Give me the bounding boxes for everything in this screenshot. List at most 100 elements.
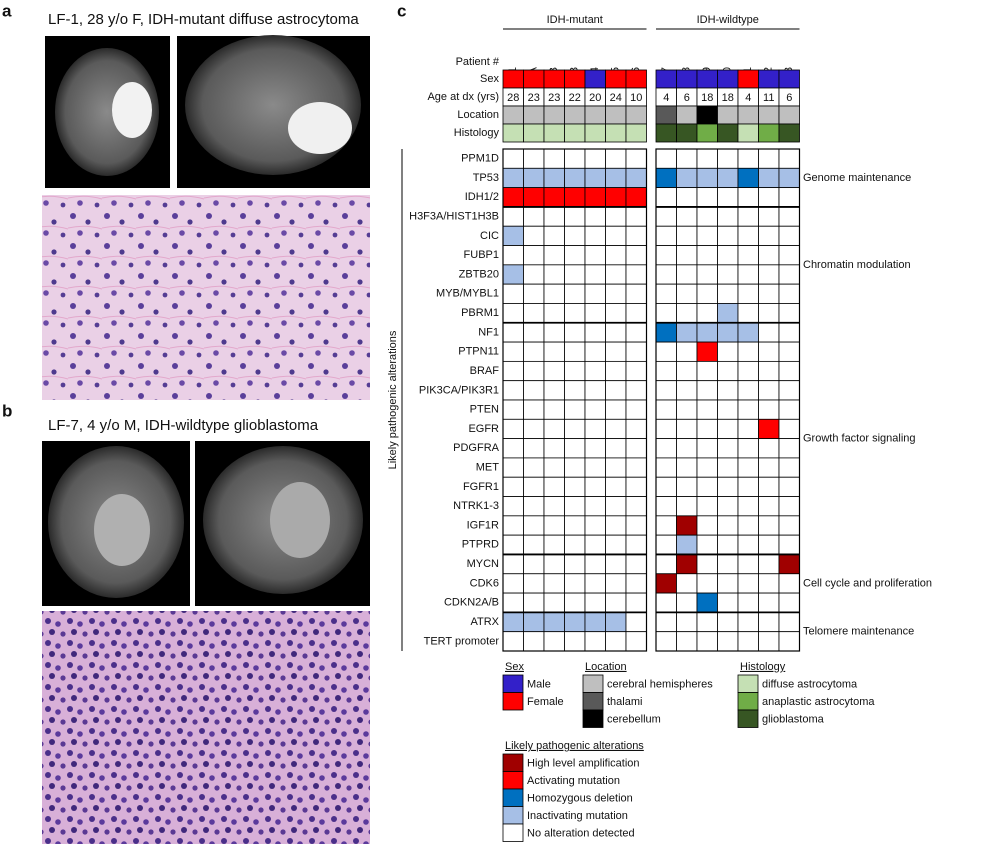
alteration-cell bbox=[676, 341, 698, 362]
alteration-cell bbox=[625, 631, 647, 652]
alteration-cell bbox=[584, 534, 606, 555]
alteration-cell bbox=[758, 167, 780, 189]
alteration-cell bbox=[625, 457, 647, 478]
alteration-cell bbox=[737, 418, 759, 440]
alteration-cell bbox=[737, 476, 759, 497]
alteration-cell bbox=[625, 496, 647, 517]
alteration-cell bbox=[778, 592, 800, 613]
alteration-cell bbox=[502, 380, 524, 401]
legend-label: anaplastic astrocytoma bbox=[762, 696, 875, 708]
alteration-cell bbox=[523, 496, 545, 517]
sex-cell bbox=[655, 69, 677, 89]
gene-label: CDK6 bbox=[470, 577, 499, 589]
histology-cell bbox=[605, 123, 627, 143]
alteration-cell bbox=[655, 515, 677, 536]
alteration-cell bbox=[655, 148, 677, 169]
alteration-cell bbox=[625, 399, 647, 420]
histology-cell bbox=[717, 123, 739, 143]
alteration-cell bbox=[625, 167, 647, 189]
age-value: 22 bbox=[569, 92, 581, 104]
alteration-cell bbox=[696, 322, 718, 343]
location-cell bbox=[584, 105, 606, 125]
alteration-cell bbox=[717, 360, 739, 382]
alteration-cell bbox=[584, 283, 606, 304]
alteration-cell bbox=[605, 438, 627, 459]
alteration-cell bbox=[564, 611, 586, 633]
alteration-cell bbox=[584, 303, 606, 324]
sex-cell bbox=[523, 69, 545, 89]
alteration-cell bbox=[502, 496, 524, 517]
alteration-cell bbox=[523, 418, 545, 440]
alteration-cell bbox=[584, 380, 606, 401]
alteration-cell bbox=[758, 399, 780, 420]
alteration-cell bbox=[605, 264, 627, 285]
alteration-cell bbox=[655, 167, 677, 189]
row-label: Location bbox=[457, 109, 499, 121]
alteration-cell bbox=[584, 167, 606, 189]
alteration-cell bbox=[564, 631, 586, 652]
legend-label: cerebral hemispheres bbox=[607, 679, 713, 691]
alteration-cell bbox=[543, 303, 565, 324]
alteration-cell bbox=[655, 360, 677, 382]
legend-swatch bbox=[502, 806, 524, 825]
alteration-cell bbox=[543, 187, 565, 208]
gene-label: PBRM1 bbox=[461, 307, 499, 319]
alteration-cell bbox=[625, 515, 647, 536]
alteration-cell bbox=[605, 303, 627, 324]
alteration-cell bbox=[564, 399, 586, 420]
alteration-cell bbox=[655, 341, 677, 362]
alteration-cell bbox=[564, 457, 586, 478]
alteration-cell bbox=[655, 611, 677, 633]
alteration-cell bbox=[605, 476, 627, 497]
alteration-cell bbox=[564, 225, 586, 246]
alteration-cell bbox=[717, 418, 739, 440]
alteration-cell bbox=[655, 534, 677, 555]
alteration-cell bbox=[625, 573, 647, 594]
histology-cell bbox=[737, 123, 759, 143]
alteration-cell bbox=[758, 611, 780, 633]
alteration-cell bbox=[605, 554, 627, 575]
alteration-cell bbox=[655, 457, 677, 478]
alteration-cell bbox=[502, 611, 524, 633]
alteration-cell bbox=[543, 399, 565, 420]
alteration-cell bbox=[625, 341, 647, 362]
legend-title: Histology bbox=[740, 661, 786, 673]
alteration-cell bbox=[564, 534, 586, 555]
alteration-cell bbox=[737, 554, 759, 575]
group-label: IDH-mutant bbox=[547, 14, 603, 26]
panel-label: c bbox=[397, 1, 406, 20]
alteration-cell bbox=[717, 631, 739, 652]
alteration-cell bbox=[778, 611, 800, 633]
group-label: IDH-wildtype bbox=[697, 14, 759, 26]
alteration-cell bbox=[758, 341, 780, 362]
alteration-cell bbox=[758, 457, 780, 478]
alteration-cell bbox=[584, 554, 606, 575]
legend-swatch bbox=[502, 771, 524, 790]
alteration-cell bbox=[564, 341, 586, 362]
legend-swatch bbox=[502, 823, 524, 842]
alteration-cell bbox=[778, 148, 800, 169]
alteration-cell bbox=[696, 264, 718, 285]
alteration-cell bbox=[543, 245, 565, 266]
alteration-cell bbox=[696, 341, 718, 362]
alteration-cell bbox=[625, 245, 647, 266]
location-cell bbox=[502, 105, 524, 125]
legend-title: Location bbox=[585, 661, 627, 673]
alteration-cell bbox=[737, 167, 759, 189]
alteration-cell bbox=[676, 554, 698, 575]
legend-title: Likely pathogenic alterations bbox=[505, 740, 644, 752]
alteration-cell bbox=[717, 573, 739, 594]
alteration-cell bbox=[625, 360, 647, 382]
alteration-cell bbox=[605, 380, 627, 401]
alteration-cell bbox=[676, 515, 698, 536]
alteration-cell bbox=[676, 245, 698, 266]
location-cell bbox=[543, 105, 565, 125]
alteration-cell bbox=[778, 360, 800, 382]
alteration-cell bbox=[502, 187, 524, 208]
location-cell bbox=[758, 105, 780, 125]
alteration-cell bbox=[543, 148, 565, 169]
mri-image bbox=[45, 35, 370, 188]
alteration-cell bbox=[696, 554, 718, 575]
gene-label: IGF1R bbox=[467, 519, 499, 531]
alteration-cell bbox=[778, 322, 800, 343]
